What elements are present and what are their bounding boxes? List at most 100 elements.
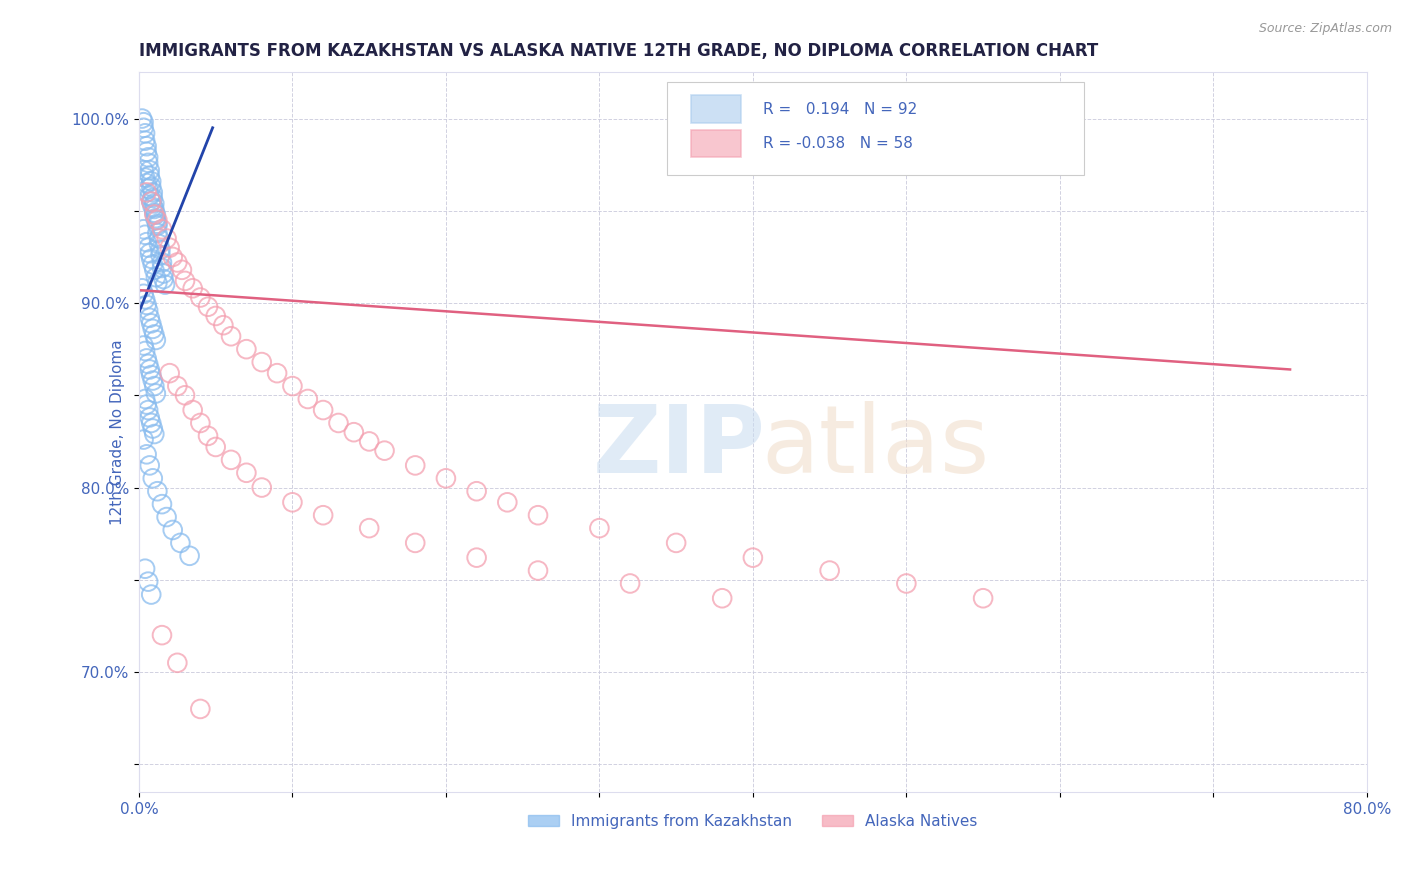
Point bbox=[138, 362, 160, 376]
Point bbox=[143, 427, 166, 442]
Point bbox=[145, 270, 167, 285]
Point bbox=[132, 115, 155, 129]
Point bbox=[150, 497, 173, 511]
Point bbox=[134, 170, 156, 185]
Point bbox=[166, 255, 188, 269]
Point bbox=[527, 508, 550, 523]
Point bbox=[135, 186, 157, 200]
Point bbox=[145, 386, 167, 401]
Point bbox=[174, 388, 197, 402]
Point bbox=[138, 410, 160, 425]
Point bbox=[150, 222, 173, 236]
Point bbox=[135, 447, 157, 461]
Point bbox=[150, 260, 173, 275]
Point bbox=[136, 150, 159, 164]
Text: IMMIGRANTS FROM KAZAKHSTAN VS ALASKA NATIVE 12TH GRADE, NO DIPLOMA CORRELATION C: IMMIGRANTS FROM KAZAKHSTAN VS ALASKA NAT… bbox=[139, 42, 1098, 60]
Point bbox=[204, 440, 226, 454]
Point bbox=[174, 274, 197, 288]
Point bbox=[312, 403, 335, 417]
Point bbox=[152, 267, 174, 281]
Point bbox=[142, 191, 165, 205]
Point bbox=[132, 120, 155, 135]
Point bbox=[143, 327, 166, 342]
Point bbox=[169, 536, 191, 550]
Text: Source: ZipAtlas.com: Source: ZipAtlas.com bbox=[1258, 22, 1392, 36]
Point bbox=[155, 231, 177, 245]
Point bbox=[188, 702, 211, 716]
Point bbox=[141, 194, 163, 209]
Point bbox=[434, 471, 457, 485]
Point bbox=[132, 338, 155, 352]
Point bbox=[741, 550, 763, 565]
Point bbox=[159, 366, 181, 380]
Point bbox=[142, 471, 165, 485]
Text: R = -0.038   N = 58: R = -0.038 N = 58 bbox=[762, 136, 912, 151]
Point bbox=[197, 300, 219, 314]
Point bbox=[328, 416, 350, 430]
Point bbox=[204, 309, 226, 323]
Point bbox=[141, 252, 163, 266]
Point bbox=[142, 257, 165, 271]
Legend: Immigrants from Kazakhstan, Alaska Natives: Immigrants from Kazakhstan, Alaska Nativ… bbox=[522, 807, 984, 835]
Point bbox=[166, 656, 188, 670]
Point bbox=[142, 374, 165, 388]
Point bbox=[250, 481, 273, 495]
Point bbox=[896, 576, 918, 591]
Point bbox=[136, 357, 159, 371]
Point bbox=[145, 211, 167, 226]
Point bbox=[266, 366, 288, 380]
Point bbox=[141, 588, 163, 602]
Point bbox=[136, 303, 159, 318]
Point bbox=[146, 213, 169, 227]
Point bbox=[148, 231, 170, 245]
Point bbox=[145, 213, 167, 227]
Point bbox=[219, 329, 242, 343]
Text: R =   0.194   N = 92: R = 0.194 N = 92 bbox=[762, 102, 917, 117]
Text: atlas: atlas bbox=[762, 401, 990, 492]
Point bbox=[141, 416, 163, 430]
Point bbox=[135, 235, 157, 249]
Point bbox=[134, 134, 156, 148]
Point bbox=[281, 379, 304, 393]
Point bbox=[465, 484, 488, 499]
Point bbox=[135, 176, 157, 190]
Point bbox=[162, 250, 184, 264]
Point bbox=[496, 495, 519, 509]
Point bbox=[145, 333, 167, 347]
Point bbox=[132, 433, 155, 447]
Point bbox=[297, 392, 319, 406]
Point bbox=[136, 182, 159, 196]
Point bbox=[143, 196, 166, 211]
Point bbox=[711, 591, 734, 606]
FancyBboxPatch shape bbox=[666, 82, 1084, 176]
Point bbox=[138, 246, 160, 260]
Point bbox=[179, 549, 201, 563]
Point bbox=[181, 281, 204, 295]
Point bbox=[818, 564, 841, 578]
Point bbox=[465, 550, 488, 565]
Point bbox=[134, 293, 156, 307]
Point bbox=[138, 458, 160, 473]
Point bbox=[138, 189, 160, 203]
Point bbox=[134, 562, 156, 576]
Point bbox=[312, 508, 335, 523]
FancyBboxPatch shape bbox=[692, 130, 741, 157]
Point bbox=[235, 342, 257, 356]
Point bbox=[665, 536, 688, 550]
Point bbox=[281, 495, 304, 509]
Point bbox=[188, 291, 211, 305]
Point bbox=[188, 416, 211, 430]
Point bbox=[131, 281, 153, 295]
Point bbox=[152, 272, 174, 286]
Point bbox=[136, 403, 159, 417]
Point bbox=[141, 316, 163, 330]
Point bbox=[145, 207, 167, 221]
Point bbox=[359, 521, 381, 535]
Point bbox=[142, 421, 165, 435]
Point bbox=[150, 255, 173, 269]
Point bbox=[142, 322, 165, 336]
Point bbox=[132, 222, 155, 236]
Point bbox=[143, 202, 166, 216]
Point bbox=[134, 126, 156, 140]
Y-axis label: 12th Grade, No Diploma: 12th Grade, No Diploma bbox=[110, 339, 125, 525]
